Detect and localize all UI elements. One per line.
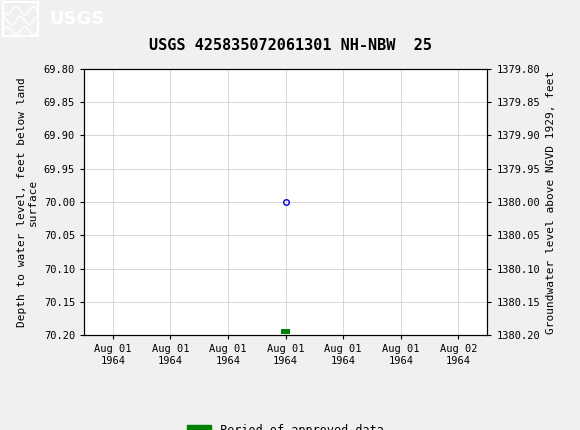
Y-axis label: Groundwater level above NGVD 1929, feet: Groundwater level above NGVD 1929, feet	[546, 71, 556, 334]
Text: USGS: USGS	[49, 10, 104, 28]
Text: USGS 425835072061301 NH-NBW  25: USGS 425835072061301 NH-NBW 25	[148, 38, 432, 52]
Legend: Period of approved data: Period of approved data	[183, 419, 389, 430]
Y-axis label: Depth to water level, feet below land
surface: Depth to water level, feet below land su…	[17, 77, 38, 327]
Bar	[281, 329, 290, 334]
